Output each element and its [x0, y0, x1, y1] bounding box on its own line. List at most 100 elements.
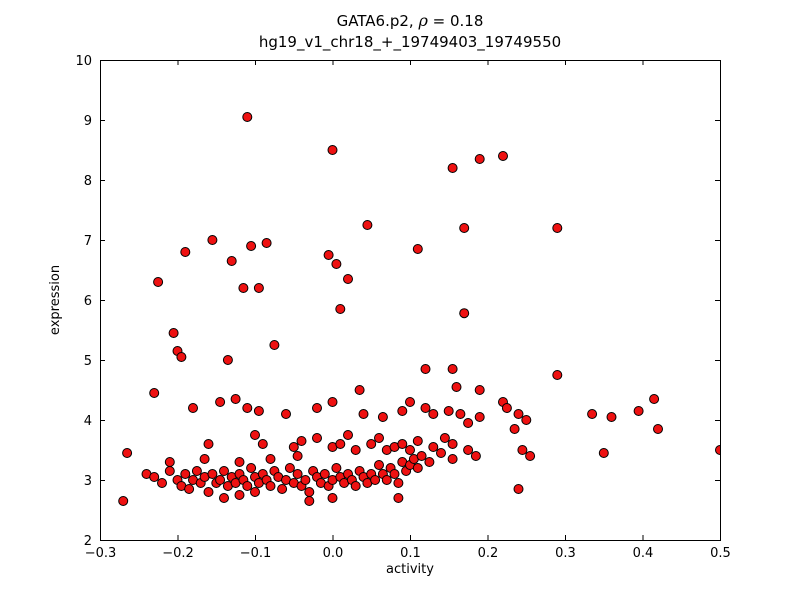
data-point — [366, 439, 377, 449]
data-point — [428, 442, 439, 452]
y-tick-label: 2 — [84, 534, 92, 549]
data-point — [335, 439, 346, 449]
data-point — [184, 484, 195, 494]
data-point — [312, 403, 322, 413]
data-point — [149, 388, 160, 398]
chart-title-suffix: = 0.18 — [427, 12, 484, 30]
rho-symbol: ρ — [418, 11, 428, 30]
data-point — [257, 439, 268, 449]
data-point — [246, 463, 257, 473]
data-point — [261, 238, 272, 248]
data-point — [226, 256, 237, 266]
data-point — [327, 145, 338, 155]
data-point — [250, 487, 260, 497]
data-point — [234, 490, 245, 500]
data-point — [327, 493, 338, 503]
y-tick-label: 8 — [84, 174, 92, 189]
data-point — [362, 220, 373, 230]
data-point — [312, 433, 322, 443]
data-point — [246, 241, 257, 251]
data-point — [253, 406, 264, 416]
data-point — [269, 340, 280, 350]
data-point — [350, 445, 361, 455]
x-tick-label: 0.4 — [633, 546, 654, 561]
data-point — [253, 283, 264, 293]
y-tick-label: 5 — [84, 354, 92, 369]
data-point — [203, 439, 214, 449]
data-point — [207, 235, 218, 245]
data-point — [374, 460, 384, 470]
data-point — [459, 223, 470, 233]
data-point — [420, 403, 431, 413]
data-point — [447, 454, 458, 464]
data-point — [219, 493, 229, 503]
data-point — [164, 457, 175, 467]
data-point — [451, 382, 462, 392]
data-point — [168, 328, 179, 338]
x-tick-label: 0.3 — [555, 546, 576, 561]
data-point — [191, 466, 202, 476]
data-point — [304, 487, 315, 497]
data-point — [153, 277, 164, 287]
data-point — [319, 469, 330, 479]
x-tick-label: 0.2 — [478, 546, 499, 561]
data-point — [176, 352, 187, 362]
data-point — [653, 424, 663, 434]
data-point — [331, 463, 342, 473]
x-tick-label: 0.1 — [400, 546, 421, 561]
data-point — [292, 469, 303, 479]
data-point — [455, 409, 466, 419]
data-point — [323, 250, 334, 260]
y-tick-label: 6 — [84, 294, 92, 309]
data-point — [265, 481, 276, 491]
x-tick-label: 0.5 — [710, 546, 731, 561]
data-point — [304, 496, 315, 506]
data-point — [552, 370, 563, 380]
data-point — [265, 454, 276, 464]
data-point — [501, 403, 512, 413]
y-tick-label: 7 — [84, 234, 92, 249]
data-point — [354, 385, 365, 395]
data-point — [715, 445, 720, 455]
data-point — [374, 433, 384, 443]
data-point — [296, 436, 307, 446]
y-tick-label: 3 — [84, 474, 92, 489]
data-point — [219, 466, 229, 476]
data-point — [521, 415, 532, 425]
data-point — [350, 481, 361, 491]
data-point — [459, 308, 470, 319]
data-point — [199, 454, 210, 464]
data-point — [300, 475, 311, 485]
y-axis-label: expression — [48, 264, 63, 336]
data-point — [439, 433, 450, 443]
data-point — [393, 493, 404, 503]
data-point — [412, 436, 423, 446]
data-point — [281, 409, 291, 419]
data-point — [474, 412, 485, 422]
data-point — [424, 457, 435, 467]
data-point — [412, 244, 423, 254]
data-point — [215, 475, 226, 485]
chart-subtitle: hg19_v1_chr18_+_19749403_19749550 — [258, 33, 562, 51]
data-point — [215, 397, 226, 407]
data-point — [552, 223, 563, 233]
data-point — [412, 463, 423, 473]
data-point — [370, 475, 381, 485]
x-axis-label: activity — [386, 562, 434, 577]
data-point — [149, 472, 160, 482]
x-tick-label: −0.2 — [162, 546, 194, 561]
data-point — [405, 445, 415, 455]
data-point — [463, 445, 474, 455]
data-point — [443, 406, 454, 416]
chart-title-prefix: GATA6.p2, — [336, 12, 419, 30]
data-point — [498, 151, 508, 161]
data-point — [463, 418, 474, 428]
x-tick-label: −0.1 — [240, 546, 272, 561]
data-point — [447, 364, 458, 374]
y-tick-label: 9 — [84, 114, 92, 129]
data-point — [397, 406, 408, 416]
data-point — [649, 394, 660, 404]
chart-title: GATA6.p2, ρ = 0.18 — [100, 11, 720, 30]
data-point — [377, 412, 388, 422]
